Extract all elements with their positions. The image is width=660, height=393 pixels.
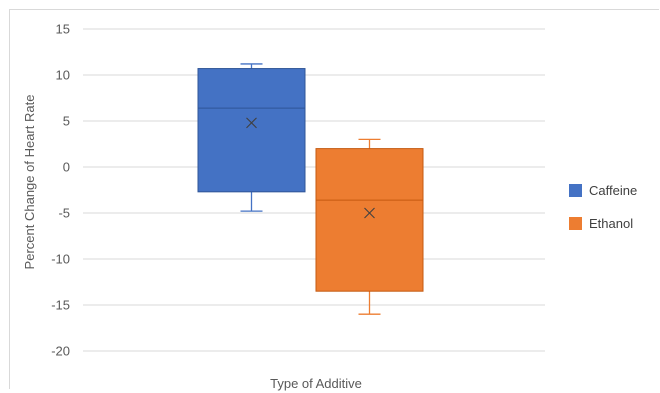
y-tick-label: 15 xyxy=(56,22,70,37)
y-tick-label: -15 xyxy=(51,298,70,313)
y-tick-label: -20 xyxy=(51,344,70,359)
mean-marker xyxy=(364,207,375,219)
iqr-box xyxy=(197,68,306,193)
legend-label-ethanol: Ethanol xyxy=(589,215,634,231)
y-axis-ticks: 15 10 5 0 -5 -10 -15 -20 xyxy=(51,22,70,359)
iqr-box xyxy=(315,148,424,292)
box-ethanol xyxy=(315,138,424,315)
y-tick-label: 10 xyxy=(56,68,70,83)
legend-item-ethanol: Ethanol xyxy=(569,213,655,233)
y-tick-label: -10 xyxy=(51,252,70,267)
legend-item-caffeine: Caffeine xyxy=(569,180,655,200)
gridlines xyxy=(83,28,545,352)
box-plot-series xyxy=(197,63,424,315)
y-tick-label: 0 xyxy=(63,160,70,175)
y-tick-label: 5 xyxy=(63,114,70,129)
x-axis-title: Type of Additive xyxy=(270,376,362,391)
y-tick-label: -5 xyxy=(58,206,70,221)
chart-frame xyxy=(9,9,659,389)
legend: Caffeine Ethanol xyxy=(569,180,655,246)
mean-marker-stroke xyxy=(364,207,375,219)
legend-swatch-caffeine xyxy=(569,183,582,197)
box-caffeine xyxy=(197,63,306,212)
mean-marker-stroke xyxy=(246,117,257,129)
mean-marker xyxy=(246,117,257,129)
y-axis-title: Percent Change of Heart Rate xyxy=(22,95,37,270)
legend-swatch-ethanol xyxy=(569,216,582,230)
legend-label-caffeine: Caffeine xyxy=(589,182,638,198)
